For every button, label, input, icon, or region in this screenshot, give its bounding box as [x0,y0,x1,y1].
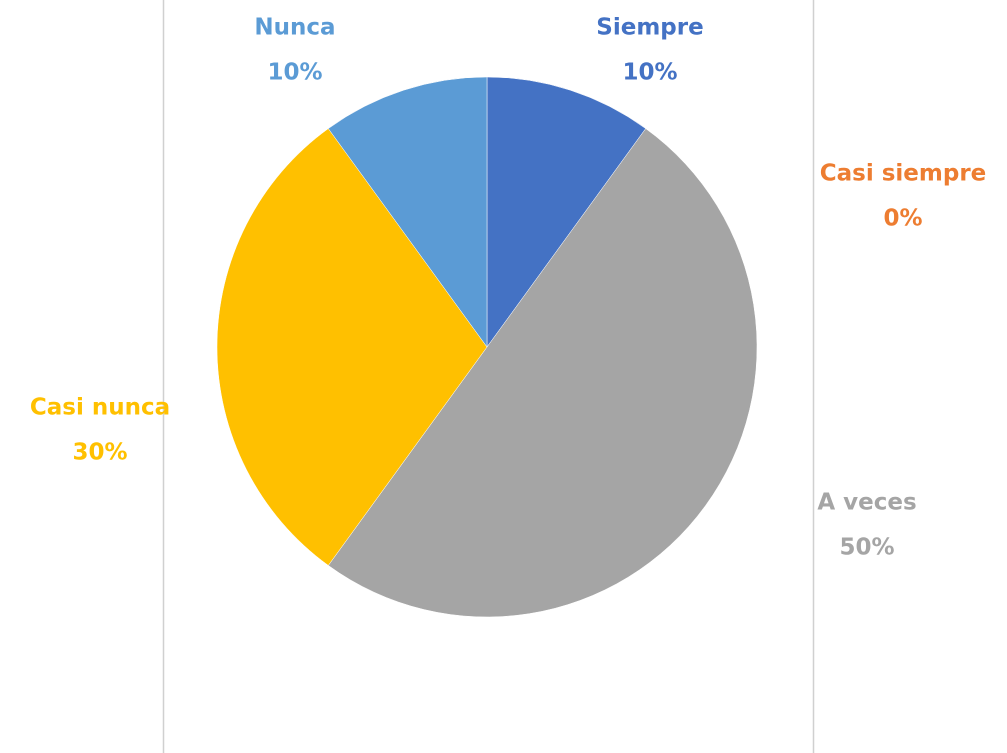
pie-slice [216,128,488,566]
pie-slice [327,128,758,618]
slice-value-label: 50% [839,535,894,561]
slice-value-label: 10% [622,60,677,86]
pie-slice [327,76,488,348]
slice-category-label: Siempre [596,15,703,41]
slice-value-label: 30% [72,440,127,466]
pie-slice [486,76,647,348]
slice-value-label: 0% [883,206,922,232]
slice-value-label: 10% [267,60,322,86]
slice-category-label: A veces [817,490,916,516]
slice-category-label: Casi siempre [820,161,987,187]
slice-category-label: Casi nunca [30,395,170,421]
slice-category-label: Nunca [254,15,335,41]
